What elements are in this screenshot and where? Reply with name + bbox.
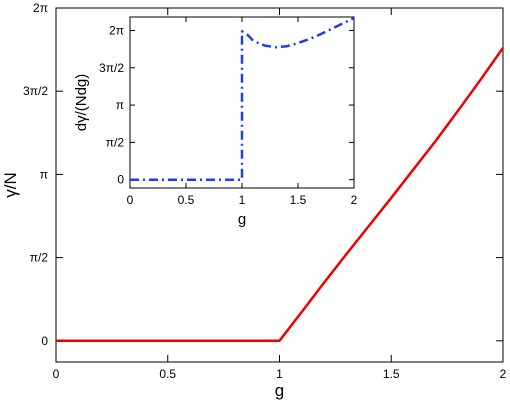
inset-y-tick-label: 0: [117, 173, 124, 187]
inset-x-tick-label: 1: [239, 193, 246, 207]
main-x-tick-label: 1: [276, 367, 283, 381]
main-y-tick-label: 2π: [33, 1, 48, 15]
inset-x-tick-label: 2: [351, 193, 358, 207]
main-series-line-0: [56, 47, 505, 343]
inset-plot: 0 0.5 1 1.5 2 0 π/2 π 3π/2 2π g dγ/(Ndg): [73, 16, 358, 228]
inset-x-tick-label: 0: [127, 193, 134, 207]
main-x-tick-label: 2: [500, 367, 507, 381]
main-y-tick-label: 0: [41, 334, 48, 348]
inset-x-tick-label: 1.5: [290, 193, 307, 207]
inset-x-axis-title: g: [238, 211, 246, 228]
main-y-tick-label: π: [40, 167, 48, 181]
main-y-axis-title: γ/N: [1, 172, 20, 198]
inset-y-tick-label: 2π: [109, 23, 124, 37]
inset-y-axis-title: dγ/(Ndg): [73, 74, 90, 132]
main-x-tick-label: 1.5: [383, 367, 400, 381]
inset-y-tick-label: π/2: [106, 135, 125, 149]
inset-y-tick-label: π: [116, 98, 124, 112]
main-y-tick-label: 3π/2: [23, 84, 48, 98]
main-x-axis-title: g: [275, 381, 284, 400]
inset-x-tick-label: 0.5: [178, 193, 195, 207]
inset-series-line-0: [130, 17, 355, 181]
inset-frame: [129, 16, 355, 189]
main-x-tick-label: 0: [53, 367, 60, 381]
main-x-tick-label: 0.5: [159, 367, 176, 381]
inset-y-tick-label: 3π/2: [99, 61, 124, 75]
main-y-tick-label: π/2: [30, 251, 49, 265]
